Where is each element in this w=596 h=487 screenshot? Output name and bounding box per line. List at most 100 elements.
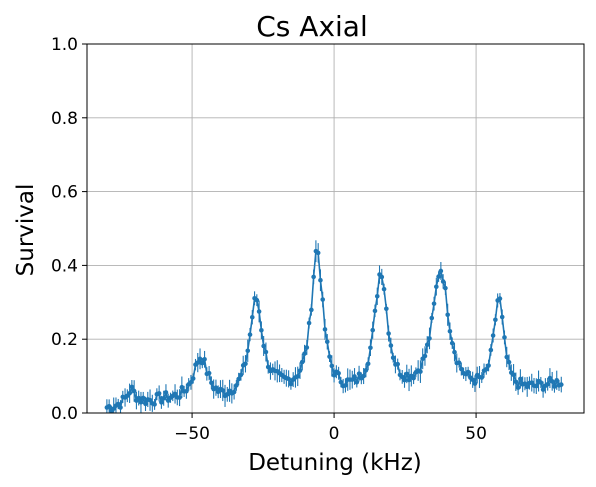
data-point (324, 339, 330, 345)
data-point (356, 371, 362, 376)
y-tick-label: 0.4 (51, 256, 78, 276)
data-point (524, 384, 530, 390)
data-point (372, 308, 378, 314)
data-point (431, 301, 437, 306)
data-point (533, 383, 539, 389)
data-point (390, 355, 396, 360)
data-point (261, 343, 266, 349)
data-point (197, 356, 203, 362)
data-point (322, 327, 328, 332)
data-point (499, 314, 505, 320)
data-point (138, 399, 144, 405)
data-point (159, 400, 164, 405)
data-point (438, 268, 444, 274)
data-point (213, 385, 219, 390)
data-series (104, 240, 564, 413)
data-point (504, 354, 510, 360)
data-point (402, 377, 407, 383)
data-point (540, 387, 546, 392)
data-point (234, 383, 239, 388)
data-point (436, 274, 441, 279)
data-point (338, 379, 344, 385)
data-point (209, 380, 214, 386)
data-point (515, 385, 521, 390)
y-axis-label: Survival (13, 184, 39, 277)
data-point (156, 391, 162, 396)
data-point (354, 379, 360, 385)
data-point (306, 320, 312, 326)
data-point (127, 390, 132, 396)
data-point (427, 336, 432, 341)
data-point (545, 381, 550, 387)
data-point (249, 314, 255, 320)
data-point (297, 368, 303, 373)
data-point (459, 366, 464, 372)
data-point (311, 274, 316, 280)
data-point (513, 379, 519, 385)
data-point (365, 361, 371, 367)
data-point (363, 368, 369, 373)
data-point (470, 377, 475, 383)
data-point (352, 374, 357, 379)
data-point (384, 306, 389, 312)
data-point (538, 380, 544, 385)
data-point (327, 354, 332, 359)
data-point (511, 372, 516, 377)
data-point (309, 307, 314, 313)
data-point (315, 250, 321, 256)
data-point (486, 363, 491, 368)
data-point (115, 401, 121, 407)
data-point (522, 381, 528, 387)
data-point (370, 327, 376, 333)
data-point (443, 285, 448, 291)
data-point (434, 284, 439, 289)
data-point (447, 328, 453, 334)
data-point (190, 376, 196, 381)
y-tick-label: 0.0 (51, 404, 78, 424)
chart-title: Cs Axial (256, 10, 367, 43)
data-point (381, 286, 387, 292)
data-point (488, 347, 494, 353)
data-point (236, 376, 241, 382)
data-point (472, 381, 478, 386)
data-point (238, 372, 244, 378)
data-point (177, 395, 182, 400)
data-point (490, 333, 496, 338)
data-point (497, 296, 503, 301)
data-point (388, 343, 394, 348)
data-point (295, 374, 301, 379)
data-point (329, 363, 335, 369)
data-point (172, 391, 178, 397)
x-tick-label: 0 (329, 424, 340, 444)
axis-ticks: −50 0 50 0.0 0.2 0.4 0.6 0.8 1.0 (51, 35, 487, 444)
y-tick-label: 0.8 (51, 109, 78, 129)
data-point (147, 397, 153, 403)
data-point (259, 327, 264, 333)
data-point (161, 395, 166, 401)
data-point (299, 359, 305, 365)
x-tick-label: 50 (465, 424, 487, 444)
data-point (118, 405, 123, 410)
data-point (411, 375, 416, 381)
data-point (484, 367, 489, 372)
data-point (136, 395, 141, 401)
data-point (254, 297, 260, 303)
data-point (143, 401, 148, 407)
data-point (265, 364, 271, 370)
data-point (263, 349, 269, 355)
data-point (188, 380, 194, 385)
data-point (152, 402, 157, 407)
data-point (395, 361, 400, 367)
data-point (422, 353, 428, 359)
x-axis-label: Detuning (kHz) (248, 450, 422, 476)
data-point (506, 359, 512, 365)
data-point (399, 374, 405, 380)
data-point (547, 375, 553, 381)
data-point (404, 371, 410, 377)
data-point (429, 315, 435, 321)
data-point (245, 348, 251, 354)
data-point (243, 361, 248, 367)
data-point (200, 360, 205, 366)
